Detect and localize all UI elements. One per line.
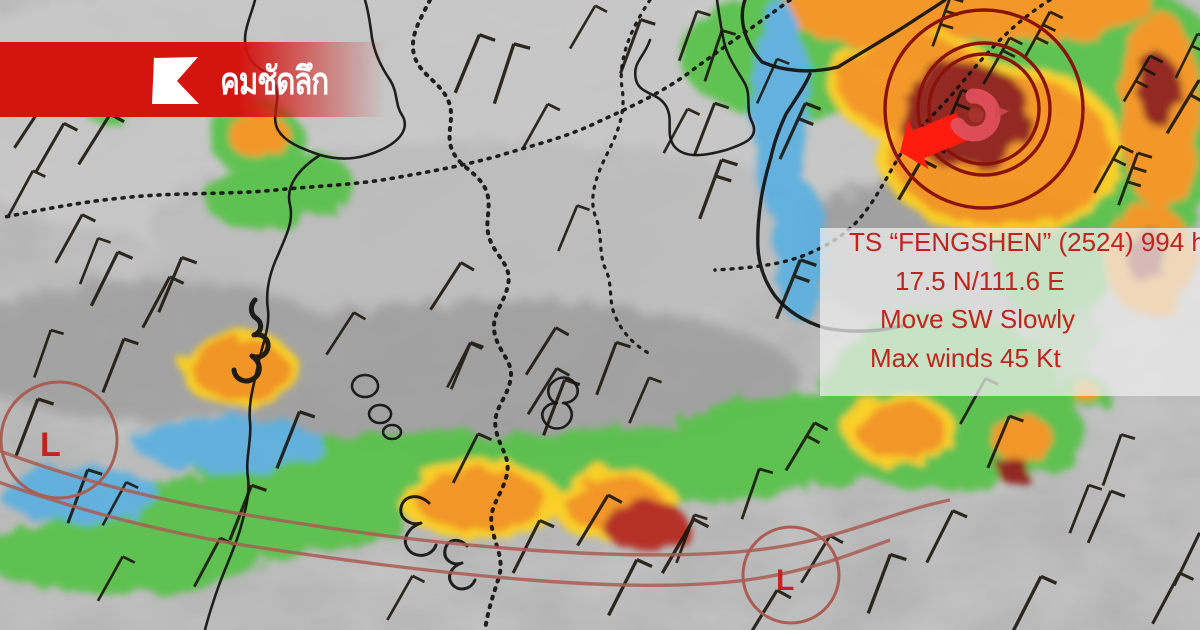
svg-text:Move SW Slowly: Move SW Slowly <box>880 304 1075 334</box>
svg-text:17.5 N/111.6 E: 17.5 N/111.6 E <box>895 266 1065 296</box>
svg-text:L: L <box>776 564 794 597</box>
svg-text:Max winds 45 Kt: Max winds 45 Kt <box>870 343 1062 373</box>
svg-text:คมชัดลึก: คมชัดลึก <box>220 61 328 103</box>
svg-text:L: L <box>40 426 61 464</box>
svg-text:TS “FENGSHEN” (2524) 994 hPa: TS “FENGSHEN” (2524) 994 hPa <box>849 227 1200 257</box>
